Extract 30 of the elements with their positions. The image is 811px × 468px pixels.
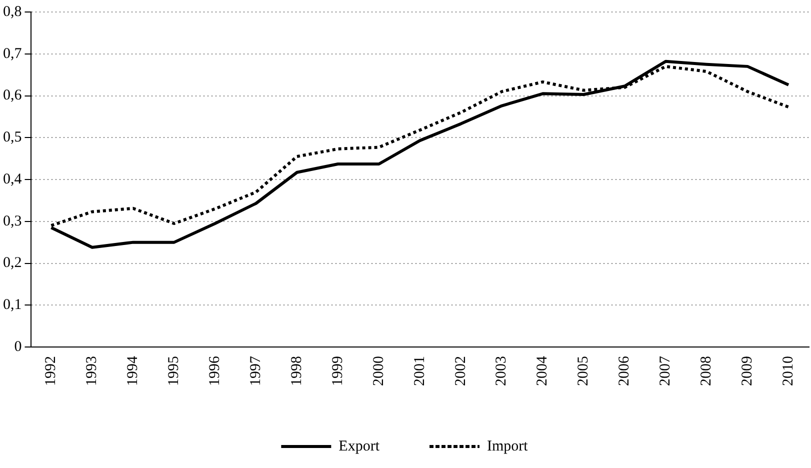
x-tick-label: 2000 — [370, 356, 387, 386]
x-tick-label: 1995 — [166, 356, 182, 386]
x-tick-label: 2007 — [658, 356, 674, 386]
x-tick-label: 1996 — [207, 356, 224, 386]
x-tick-label: 2001 — [412, 356, 428, 386]
y-tick-label: 0,7 — [3, 46, 22, 62]
y-tick-label: 0,4 — [3, 171, 22, 188]
x-tick-label: 2002 — [452, 356, 469, 386]
x-tick-label: 2006 — [616, 356, 633, 386]
x-tick-label: 2009 — [739, 356, 756, 386]
x-tick-label: 2010 — [780, 356, 796, 386]
x-tick-label: 1999 — [330, 356, 346, 386]
x-tick-label: 1992 — [43, 356, 60, 386]
x-tick-label: 2005 — [576, 356, 592, 386]
y-tick-label: 0,1 — [3, 297, 22, 314]
y-tick-label: 0,3 — [3, 213, 22, 230]
x-tick-label: 1997 — [248, 356, 264, 386]
legend-label: Export — [338, 438, 380, 454]
y-tick-label: 0,8 — [3, 4, 22, 20]
x-tick-label: 1994 — [125, 356, 142, 386]
x-tick-label: 1993 — [84, 356, 100, 386]
y-tick-label: 0,6 — [3, 88, 22, 104]
y-tick-label: 0 — [14, 338, 22, 355]
y-tick-label: 0,5 — [3, 130, 22, 146]
x-tick-label: 2008 — [698, 356, 715, 386]
x-tick-label: 1998 — [288, 356, 305, 386]
x-tick-label: 2003 — [494, 356, 510, 386]
legend-label: Import — [487, 438, 529, 454]
y-tick-label: 0,2 — [3, 255, 22, 272]
x-tick-label: 2004 — [534, 356, 551, 386]
